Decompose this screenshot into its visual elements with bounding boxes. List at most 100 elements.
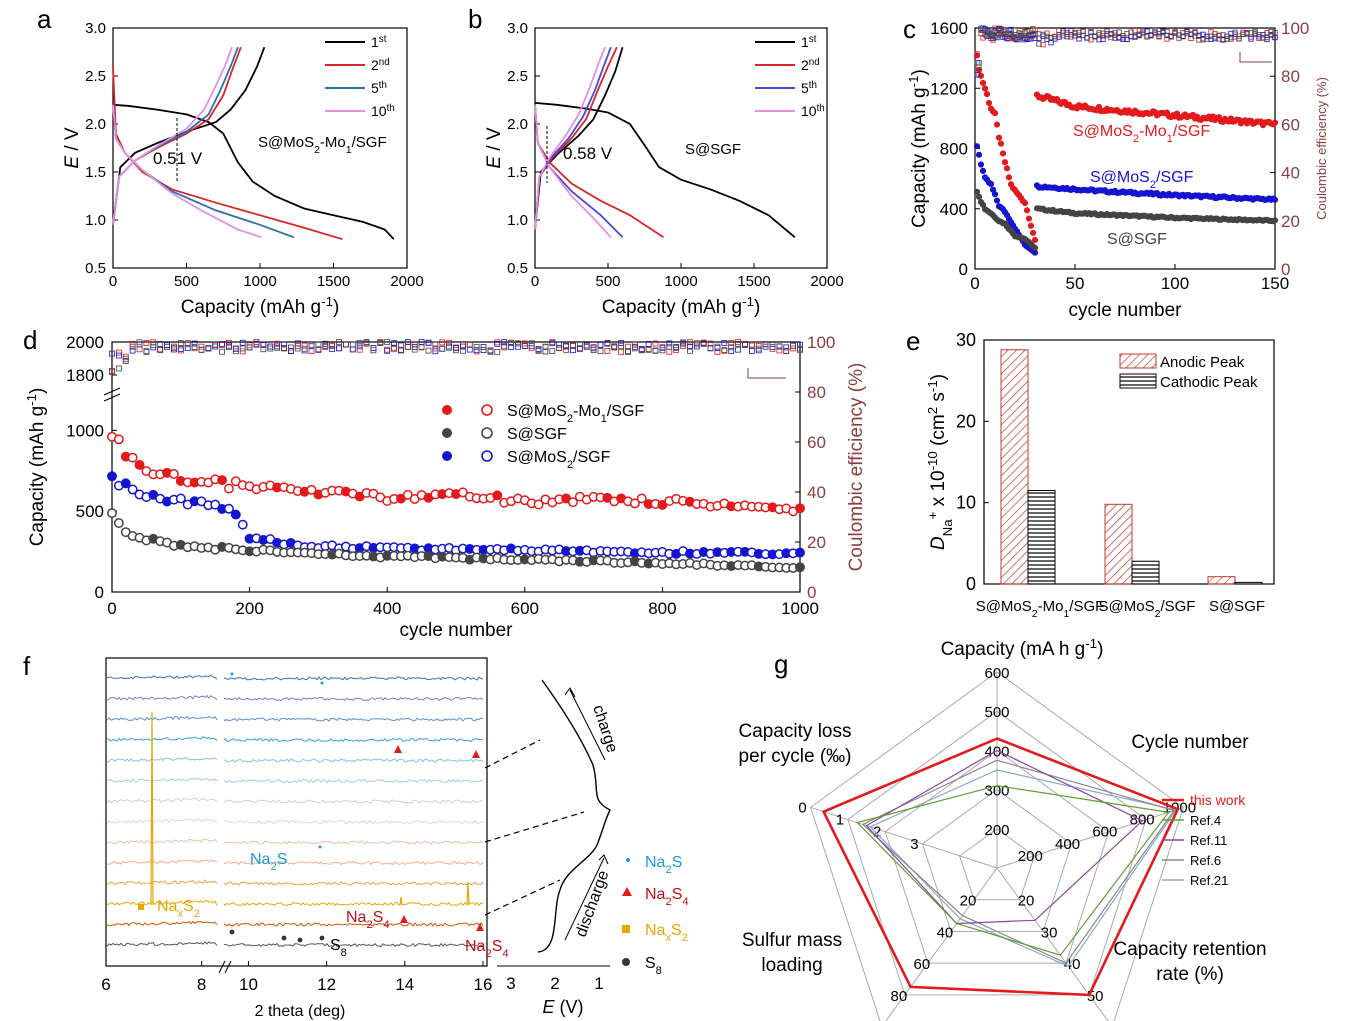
ce-point	[1100, 36, 1106, 42]
capacity-point	[457, 487, 468, 498]
ce-point	[1204, 33, 1210, 39]
capacity-point	[224, 483, 234, 494]
e-axis-label: E (V)	[542, 997, 583, 1017]
ce-point	[150, 342, 157, 348]
ce-point	[343, 341, 349, 348]
charge-arrow	[564, 687, 606, 761]
ce-point	[212, 343, 219, 350]
ce-point	[432, 341, 439, 348]
x-tick-label: 12	[317, 975, 336, 994]
y2-tick-label: 0	[807, 583, 816, 602]
capacity-point	[795, 503, 805, 514]
x-tick-label: 100	[1161, 274, 1189, 293]
phase-label-part: 4	[502, 948, 508, 960]
radar-axis-title-part: )	[1097, 639, 1103, 660]
capacity-point	[1027, 222, 1035, 229]
capacity-point	[533, 499, 544, 510]
ce-point	[1272, 30, 1278, 36]
ce-point	[129, 347, 136, 354]
capacity-point	[127, 484, 138, 495]
ce-point	[404, 344, 411, 350]
ce-point	[136, 346, 143, 353]
ce-point	[308, 343, 315, 350]
phase-label: Na2S4	[465, 938, 509, 960]
x-tick-label-part: 2	[1032, 608, 1038, 620]
ce-point	[1076, 32, 1082, 38]
capacity-point	[107, 508, 117, 519]
series-label-part: 2	[1133, 133, 1139, 145]
legend-marker	[442, 451, 452, 461]
ce-point	[1160, 30, 1166, 36]
panel-label: c	[903, 14, 916, 44]
phase-label-part: Na	[465, 938, 486, 955]
ce-point	[735, 341, 741, 347]
legend-label: 10th	[801, 103, 825, 120]
x-axis-label-part: -1	[742, 294, 754, 309]
sample-label-part: 2	[314, 144, 320, 156]
ce-point	[673, 344, 680, 351]
y2-tick-label: 60	[807, 433, 826, 452]
y-axis-label-part: )	[909, 69, 930, 75]
ce-point	[418, 343, 425, 350]
ce-point	[783, 344, 790, 351]
ce-point	[1156, 34, 1162, 40]
capacity-point	[217, 475, 228, 486]
radar-tick: 40	[937, 924, 954, 941]
ce-point	[115, 349, 122, 356]
y-axis-label-part: -10	[925, 451, 940, 470]
x-tick-label-part: -Mo	[1038, 598, 1064, 615]
ce-point	[425, 340, 432, 346]
ce-point	[1248, 36, 1254, 42]
x-tick-label: 500	[595, 273, 620, 290]
ce-point	[501, 344, 508, 351]
ce-point	[1144, 34, 1150, 40]
y-tick-label: 1.0	[85, 212, 106, 229]
ce-point	[707, 345, 714, 352]
legend-label-part: 10	[801, 103, 817, 119]
na2s-marker	[318, 845, 322, 849]
legend-label-part: -Mo	[573, 403, 601, 420]
y-tick-label: 0.5	[85, 260, 106, 277]
y2-tick-label: 100	[807, 333, 835, 352]
x-tick-label: 1000	[243, 273, 276, 290]
ce-point	[687, 343, 693, 350]
naxs2-marker	[138, 904, 144, 910]
ce-point	[521, 342, 528, 349]
ce-point	[1260, 35, 1266, 41]
e-axis-label-part: (V)	[555, 997, 584, 1017]
capacity-point	[1003, 165, 1011, 172]
ce-point	[411, 346, 418, 353]
plot-frame	[105, 657, 488, 967]
ce-point	[439, 345, 446, 352]
legend-label-part: th	[817, 103, 825, 114]
ce-point	[115, 365, 122, 372]
radar-axis-title: Sulfur mass	[742, 930, 842, 951]
x-axis-label: cycle number	[400, 620, 514, 641]
ce-point	[370, 347, 377, 354]
ce-point	[336, 345, 342, 352]
ce-point	[1116, 29, 1122, 35]
ce-point	[377, 339, 384, 346]
curve-1st-charge	[112, 46, 266, 225]
ce-point	[219, 348, 225, 355]
ce-point	[425, 347, 432, 354]
ce-point	[356, 339, 363, 346]
ce-point	[1056, 27, 1062, 34]
y-tick-label: 3.0	[507, 20, 528, 37]
y2-tick-label: 40	[1281, 164, 1300, 183]
ce-point	[349, 346, 356, 353]
gap-label: 0.58 V	[563, 144, 613, 163]
ce-point	[446, 344, 453, 351]
y-axis-label: E / V	[484, 127, 505, 169]
bar-Anodic Peak	[1104, 503, 1133, 585]
legend-marker	[442, 428, 452, 438]
y2-tick-label: 0	[1281, 260, 1290, 279]
legend-marker	[626, 858, 630, 862]
radar-grid	[884, 749, 1110, 964]
ce-point	[1084, 35, 1090, 41]
ce-point	[109, 350, 115, 357]
phase-label: S8	[330, 937, 347, 959]
y-tick-label: 1.0	[507, 212, 528, 229]
ce-point	[425, 339, 432, 346]
